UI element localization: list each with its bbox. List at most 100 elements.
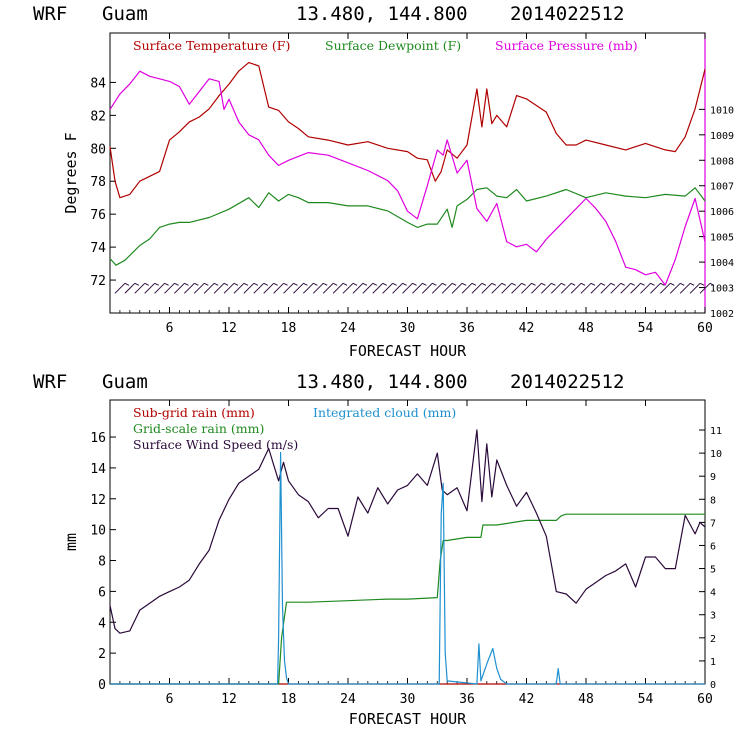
- header-init-time: 2014022512: [510, 3, 624, 25]
- wind-barb: [550, 282, 562, 294]
- wind-barb-flag: [223, 282, 229, 286]
- wind-barb-flag: [511, 282, 516, 286]
- wind-barb: [491, 282, 503, 294]
- y-tick-label: 8: [98, 555, 106, 570]
- y2-tick-label: 1002: [710, 309, 734, 320]
- y2-tick-label: 1007: [710, 182, 734, 193]
- wind-barb-flag: [590, 282, 596, 286]
- wind-barb-flag: [461, 282, 467, 286]
- wind-barb: [650, 282, 661, 294]
- wind-barb-flag: [243, 282, 249, 286]
- y-tick-label: 14: [90, 462, 106, 477]
- wind-barb-flag: [382, 282, 387, 286]
- wind-barb: [560, 282, 572, 294]
- y2-tick-label: 1005: [710, 233, 734, 244]
- header-location: Guam: [102, 3, 148, 25]
- wind-barb: [590, 282, 602, 294]
- y-tick-label: 72: [90, 274, 106, 289]
- plot-frame-1: [109, 32, 706, 314]
- y2-tick-label: 5: [710, 565, 716, 576]
- header-model: WRF: [33, 371, 67, 393]
- wind-barb-flag: [660, 282, 665, 286]
- wind-barb-flag: [561, 282, 566, 286]
- legend-entry: Integrated cloud (mm): [313, 405, 456, 420]
- wind-barb-flag: [699, 282, 705, 286]
- series-line-surface-wind-speed-m-s-: [109, 429, 706, 634]
- y2-tick-label: 1008: [710, 156, 734, 167]
- wind-barb-flag: [670, 282, 675, 286]
- wind-barb-flag: [541, 282, 546, 286]
- wind-barb-flag: [521, 282, 526, 286]
- wind-barb: [114, 282, 126, 294]
- x-tick-label: 36: [459, 692, 475, 707]
- x-tick-label: 18: [281, 692, 297, 707]
- y-tick-label: 82: [90, 109, 106, 124]
- wind-barb: [431, 282, 443, 294]
- y2-tick-label: 10: [710, 449, 722, 460]
- wind-barb: [531, 282, 542, 294]
- wind-barb-flag: [689, 282, 695, 286]
- wind-barb-flag: [194, 282, 199, 286]
- series-line-surface-pressure-mb-: [109, 70, 706, 286]
- y-tick-label: 2: [98, 647, 106, 662]
- wind-barb: [263, 282, 275, 294]
- wind-barb: [570, 282, 582, 294]
- y-axis-title: mm: [62, 533, 80, 551]
- y-tick-label: 0: [98, 678, 106, 693]
- series-line-grid-scale-rain-mm-: [110, 513, 705, 685]
- wind-barb-flag: [451, 282, 457, 286]
- wind-barb-flag: [412, 282, 417, 286]
- wind-barb-flag: [610, 282, 616, 286]
- wind-barb-flag: [551, 282, 556, 286]
- x-tick-label: 12: [221, 321, 237, 336]
- legend-entry: Grid-scale rain (mm): [133, 421, 264, 436]
- y2-tick-label: 1009: [710, 131, 734, 142]
- y-tick-label: 78: [90, 175, 106, 190]
- series-line-surface-temperature-f-: [109, 61, 706, 199]
- y2-tick-label: 9: [710, 472, 716, 483]
- wind-barb: [342, 282, 354, 294]
- wind-barb: [174, 282, 185, 294]
- wind-barb-flag: [213, 282, 219, 286]
- y2-tick-label: 0: [710, 680, 716, 691]
- legend-entry: Surface Temperature (F): [133, 38, 290, 53]
- wind-barb: [451, 282, 463, 294]
- legend-entry: Surface Dewpoint (F): [325, 38, 461, 53]
- x-tick-label: 30: [400, 692, 416, 707]
- header-model: WRF: [33, 3, 67, 25]
- y2-tick-label: 3: [710, 611, 716, 622]
- wind-barb-flag: [204, 282, 209, 286]
- y-axis-title: Degrees F: [62, 132, 80, 213]
- wind-barb-flag: [442, 282, 447, 286]
- wind-barb-flag: [134, 282, 140, 286]
- wind-barb: [521, 282, 532, 294]
- wind-barb: [501, 282, 513, 294]
- wind-barb-flag: [233, 282, 239, 286]
- x-tick-label: 48: [578, 692, 594, 707]
- y-tick-label: 76: [90, 208, 106, 223]
- wind-barb: [164, 282, 175, 294]
- x-axis-title: FORECAST HOUR: [349, 342, 467, 360]
- wind-barb-flag: [630, 282, 635, 286]
- wind-barb: [441, 282, 453, 294]
- wind-barb-flag: [144, 282, 149, 286]
- y-tick-label: 6: [98, 585, 106, 600]
- y2-tick-label: 8: [710, 495, 716, 506]
- wind-barb: [679, 282, 691, 294]
- y-tick-label: 4: [98, 616, 106, 631]
- wind-barb: [322, 282, 334, 294]
- wind-barb-flag: [650, 282, 655, 286]
- wind-barb-flag: [402, 282, 407, 286]
- wind-barb: [233, 282, 245, 294]
- wind-barb: [243, 282, 255, 294]
- wind-barb-flag: [422, 282, 427, 286]
- y-tick-label: 74: [90, 241, 106, 256]
- wind-barb: [253, 282, 265, 294]
- wind-barb-flag: [640, 282, 645, 286]
- wind-barb: [421, 282, 433, 294]
- y-tick-label: 80: [90, 142, 106, 157]
- wind-barb: [689, 282, 701, 294]
- wind-barb: [312, 282, 324, 294]
- x-tick-label: 60: [697, 321, 713, 336]
- x-tick-label: 12: [221, 692, 237, 707]
